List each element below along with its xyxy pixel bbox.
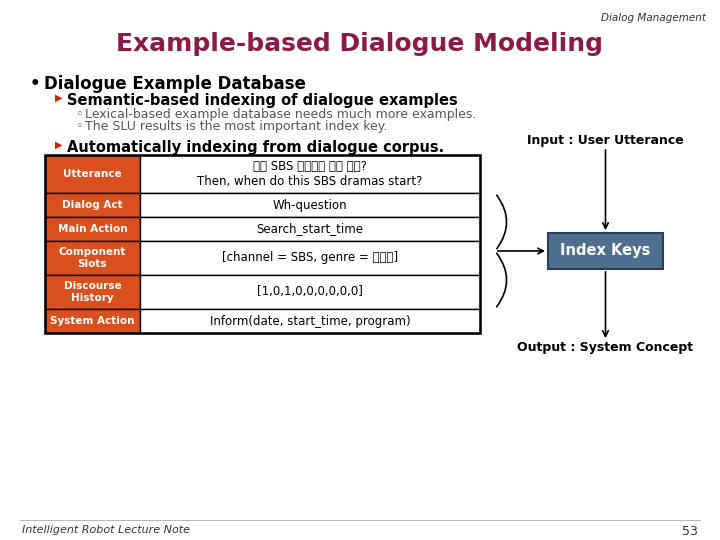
FancyBboxPatch shape: [140, 217, 480, 241]
FancyBboxPatch shape: [45, 193, 140, 217]
Text: System Action: System Action: [50, 316, 135, 326]
Text: Utterance: Utterance: [63, 169, 122, 179]
Text: •: •: [30, 75, 40, 93]
Text: ◦: ◦: [75, 108, 82, 121]
Text: Dialogue Example Database: Dialogue Example Database: [44, 75, 306, 93]
FancyBboxPatch shape: [140, 193, 480, 217]
Text: Inform(date, start_time, program): Inform(date, start_time, program): [210, 314, 410, 327]
Text: Wh-question: Wh-question: [273, 199, 347, 212]
Text: The SLU results is the most important index key.: The SLU results is the most important in…: [85, 120, 387, 133]
Text: Automatically indexing from dialogue corpus.: Automatically indexing from dialogue cor…: [67, 140, 444, 155]
FancyBboxPatch shape: [140, 275, 480, 309]
Text: ◦: ◦: [75, 120, 82, 133]
Text: Discourse
History: Discourse History: [63, 281, 121, 303]
Text: 그럼 SBS 드라마는 언제 하지?
Then, when do this SBS dramas start?: 그럼 SBS 드라마는 언제 하지? Then, when do this SB…: [197, 159, 423, 188]
Text: Dialog Management: Dialog Management: [601, 13, 706, 23]
FancyBboxPatch shape: [140, 309, 480, 333]
Text: 53: 53: [682, 525, 698, 538]
Text: ▶: ▶: [55, 93, 63, 103]
FancyBboxPatch shape: [45, 241, 140, 275]
FancyBboxPatch shape: [45, 217, 140, 241]
Text: Index Keys: Index Keys: [560, 244, 651, 259]
Text: Output : System Concept: Output : System Concept: [518, 341, 693, 354]
FancyBboxPatch shape: [45, 155, 140, 193]
FancyBboxPatch shape: [45, 309, 140, 333]
Text: Search_start_time: Search_start_time: [256, 222, 364, 235]
Text: [channel = SBS, genre = 드라마]: [channel = SBS, genre = 드라마]: [222, 252, 398, 265]
FancyBboxPatch shape: [548, 233, 663, 269]
Text: Input : User Utterance: Input : User Utterance: [527, 134, 684, 147]
Text: Lexical-based example database needs much more examples.: Lexical-based example database needs muc…: [85, 108, 477, 121]
FancyBboxPatch shape: [140, 241, 480, 275]
FancyBboxPatch shape: [45, 275, 140, 309]
Text: Example-based Dialogue Modeling: Example-based Dialogue Modeling: [117, 32, 603, 56]
Text: Dialog Act: Dialog Act: [62, 200, 123, 210]
Text: ▶: ▶: [55, 140, 63, 150]
Text: Intelligent Robot Lecture Note: Intelligent Robot Lecture Note: [22, 525, 190, 535]
Text: [1,0,1,0,0,0,0,0,0]: [1,0,1,0,0,0,0,0,0]: [257, 286, 363, 299]
Text: Main Action: Main Action: [58, 224, 127, 234]
FancyBboxPatch shape: [140, 155, 480, 193]
Text: Semantic-based indexing of dialogue examples: Semantic-based indexing of dialogue exam…: [67, 93, 458, 108]
Text: Component
Slots: Component Slots: [59, 247, 126, 269]
